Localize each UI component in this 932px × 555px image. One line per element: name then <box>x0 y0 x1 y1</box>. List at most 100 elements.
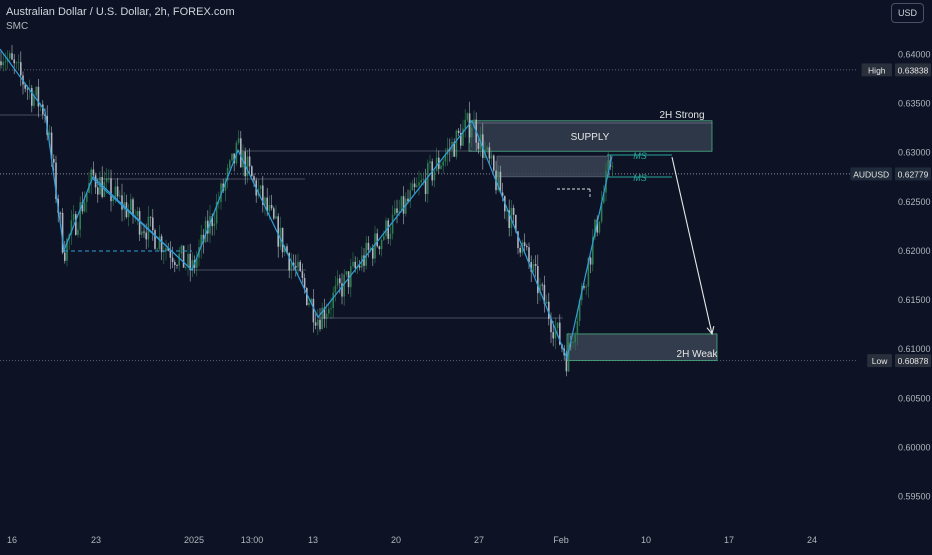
candle-body <box>187 253 189 267</box>
candle-body <box>411 183 414 191</box>
candle-body <box>308 302 310 305</box>
candle-body <box>607 160 609 171</box>
candle-body <box>493 155 495 171</box>
candle-body <box>482 134 484 158</box>
ms-label: MS <box>633 173 647 183</box>
candle-body <box>363 255 365 266</box>
candle-body <box>281 227 284 253</box>
candle-body <box>312 298 315 323</box>
candle-body <box>572 342 574 344</box>
candle-body <box>31 88 33 106</box>
candle-body <box>554 328 557 339</box>
candle-body <box>574 335 576 343</box>
candle-body <box>4 61 7 63</box>
candle-body <box>163 251 165 253</box>
candle-body <box>259 185 262 190</box>
candle-body <box>15 62 18 64</box>
currency-button[interactable]: USD <box>891 3 924 23</box>
candle-body <box>83 201 86 212</box>
candle-body <box>330 307 332 309</box>
candle-body <box>603 192 605 203</box>
x-tick-label: 27 <box>474 535 484 545</box>
low-price: Low 0.60878 <box>867 354 931 368</box>
candle-body <box>567 342 570 372</box>
candle-body <box>13 59 15 64</box>
low-price-tag-bg <box>867 354 892 368</box>
candle-body <box>196 257 198 268</box>
candle-body <box>462 128 464 146</box>
x-tick-label: 10 <box>641 535 651 545</box>
candle-body <box>286 246 288 254</box>
candle-body <box>477 142 480 149</box>
candle-body <box>154 230 156 249</box>
candle-body <box>319 319 321 330</box>
candle-body <box>422 178 425 181</box>
candle-body <box>158 236 161 249</box>
candle-body <box>167 247 169 251</box>
candle-body <box>420 180 422 183</box>
candle-body <box>532 264 535 272</box>
y-tick-label: 0.61500 <box>898 295 931 305</box>
candle-body <box>149 216 152 218</box>
candle-body <box>121 195 123 210</box>
y-tick-label: 0.62500 <box>898 197 931 207</box>
candle-body <box>50 132 53 159</box>
candle-body <box>413 183 416 188</box>
candle-body <box>105 178 108 182</box>
candle-body <box>277 216 279 247</box>
candle-body <box>262 185 264 205</box>
candle-body <box>9 53 11 59</box>
x-tick-label: 13 <box>308 535 318 545</box>
candle-body <box>488 147 491 159</box>
candle-body <box>185 266 187 268</box>
candle-body <box>321 307 323 330</box>
x-tick-label: Feb <box>553 535 569 545</box>
candle-body <box>26 88 29 90</box>
candle-body <box>55 162 57 200</box>
candle-body <box>79 202 81 230</box>
candle-body <box>35 86 37 96</box>
candle-body <box>594 219 596 238</box>
candle-body <box>334 285 337 293</box>
low-price-value-bg <box>895 354 931 368</box>
candle-body <box>552 332 554 339</box>
x-tick-label: 13:00 <box>241 535 264 545</box>
candle-body <box>306 287 308 305</box>
candle-body <box>433 170 436 181</box>
high-price-value-bg <box>895 63 931 77</box>
candle-body <box>33 95 35 106</box>
candle-body <box>37 86 40 107</box>
candle-body <box>512 207 515 215</box>
candle-body <box>336 278 339 286</box>
candle-body <box>268 205 271 212</box>
candle-body <box>526 246 528 248</box>
candle-body <box>317 319 319 326</box>
candle-body <box>429 161 431 164</box>
candle-body <box>409 190 411 202</box>
candle-body <box>548 301 550 319</box>
candle-body <box>108 178 110 180</box>
candle-body <box>528 247 530 263</box>
candle-body <box>369 248 372 250</box>
candle-body <box>598 221 601 233</box>
candle-body <box>396 208 398 213</box>
high-price: High 0.63838 <box>861 63 931 77</box>
y-tick-label: 0.62000 <box>898 246 931 256</box>
candle-body <box>497 171 499 191</box>
candle-body <box>77 229 79 235</box>
candle-body <box>130 199 132 211</box>
candle-body <box>253 176 255 181</box>
high-price-value: 0.63838 <box>898 65 929 75</box>
candle-body <box>116 186 119 197</box>
candle-body <box>543 284 546 304</box>
candle-body <box>270 205 273 209</box>
candle-body <box>110 178 112 202</box>
candle-body <box>578 300 581 321</box>
candle-body <box>517 231 519 248</box>
candle-body <box>325 313 328 319</box>
candle-body <box>596 219 598 233</box>
candle-body <box>354 261 356 268</box>
candle-body <box>42 104 44 115</box>
